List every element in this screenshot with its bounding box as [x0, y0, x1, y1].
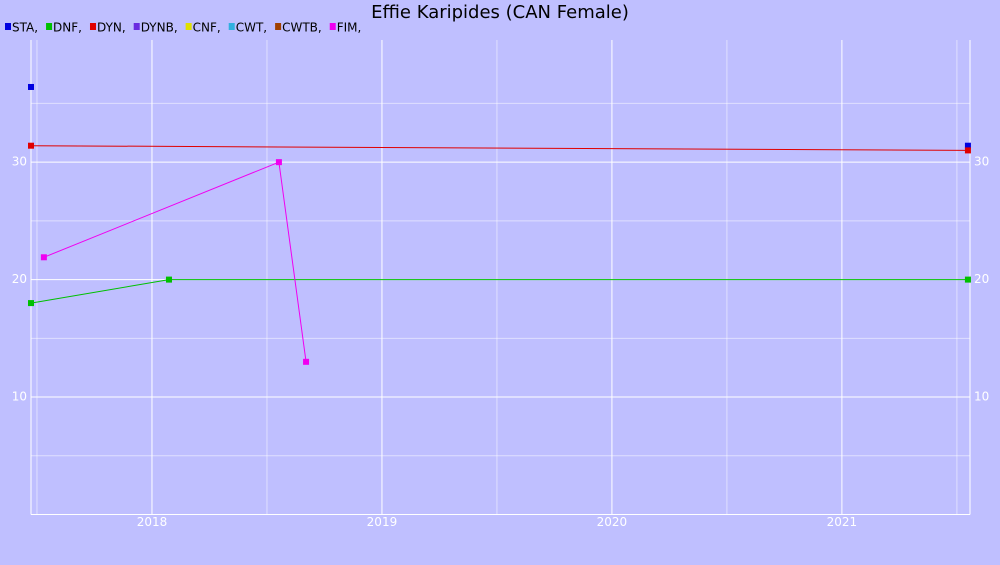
y2-tick-label: 30 — [974, 155, 989, 169]
data-point — [165, 276, 172, 283]
x-tick-label: 2019 — [367, 515, 398, 529]
y2-tick-label: 10 — [974, 390, 989, 404]
x-tick-label: 2020 — [597, 515, 628, 529]
data-point — [28, 142, 34, 149]
data-point — [275, 159, 282, 166]
y-tick-label: 20 — [12, 272, 27, 286]
legend-swatch — [275, 23, 282, 30]
legend-label: STA, — [12, 21, 38, 35]
legend-label: DNF, — [53, 21, 82, 35]
legend-swatch — [46, 23, 53, 30]
legend-label: FIM, — [337, 21, 362, 35]
y2-tick-label: 20 — [974, 272, 989, 286]
legend-swatch — [89, 23, 96, 30]
data-point — [40, 254, 47, 261]
legend-label: CNF, — [193, 21, 221, 35]
x-tick-label: 2018 — [137, 515, 168, 529]
legend-swatch — [133, 23, 140, 30]
legend-label: CWT, — [236, 21, 267, 35]
data-point — [28, 83, 34, 90]
series-line — [30, 145, 968, 151]
legend-swatch — [5, 23, 11, 30]
y-tick-label: 10 — [12, 390, 27, 404]
legend-swatch — [329, 23, 336, 30]
legend-label: DYNB, — [141, 21, 178, 35]
legend-swatch — [228, 23, 235, 30]
data-point — [964, 147, 971, 154]
legend-label: CWTB, — [282, 21, 322, 35]
data-point — [964, 142, 971, 149]
legend-label: DYN, — [97, 21, 126, 35]
data-point — [303, 358, 310, 365]
chart-title: Effie Karipides (CAN Female) — [371, 2, 629, 23]
y-tick-label: 30 — [12, 155, 27, 169]
data-point — [28, 300, 34, 307]
legend-swatch — [185, 23, 192, 30]
data-point — [964, 276, 971, 283]
x-tick-label: 2021 — [827, 515, 858, 529]
